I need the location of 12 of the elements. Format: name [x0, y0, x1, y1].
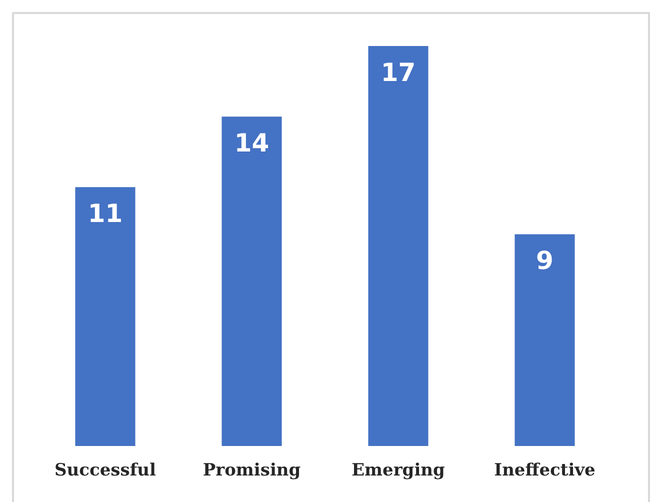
x-tick-label: Emerging	[352, 460, 446, 480]
data-label: 17	[380, 58, 416, 87]
x-tick-label: Ineffective	[494, 460, 596, 480]
x-tick-label: Successful	[54, 460, 156, 480]
data-label: 11	[88, 199, 123, 228]
x-tick-label: Promising	[202, 460, 301, 480]
bar	[75, 187, 136, 446]
bar	[222, 116, 282, 446]
bar	[514, 234, 575, 446]
bar	[368, 46, 428, 446]
data-label: 14	[234, 128, 270, 158]
data-label: 9	[536, 246, 554, 276]
